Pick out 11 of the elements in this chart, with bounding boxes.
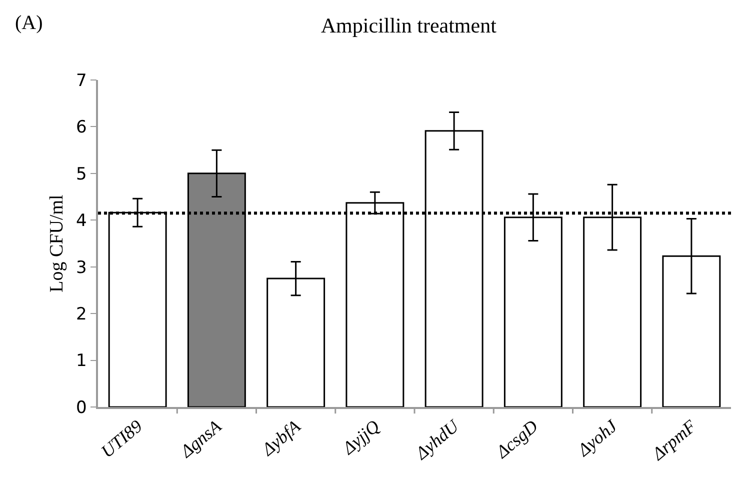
y-axis-title: Log CFU/ml	[46, 194, 68, 292]
chart-title: Ampicillin treatment	[320, 13, 497, 38]
y-tick-label: 5	[76, 164, 87, 184]
y-tick-label: 7	[76, 70, 87, 91]
y-tick-label: 2	[76, 304, 87, 325]
y-tick-label: 3	[76, 258, 87, 278]
y-tick-label: 0	[76, 398, 87, 418]
y-tick-label: 1	[76, 351, 87, 372]
text: (A)	[15, 12, 43, 34]
y-tick-label: 6	[76, 118, 87, 138]
y-tick-label: 4	[76, 211, 87, 232]
